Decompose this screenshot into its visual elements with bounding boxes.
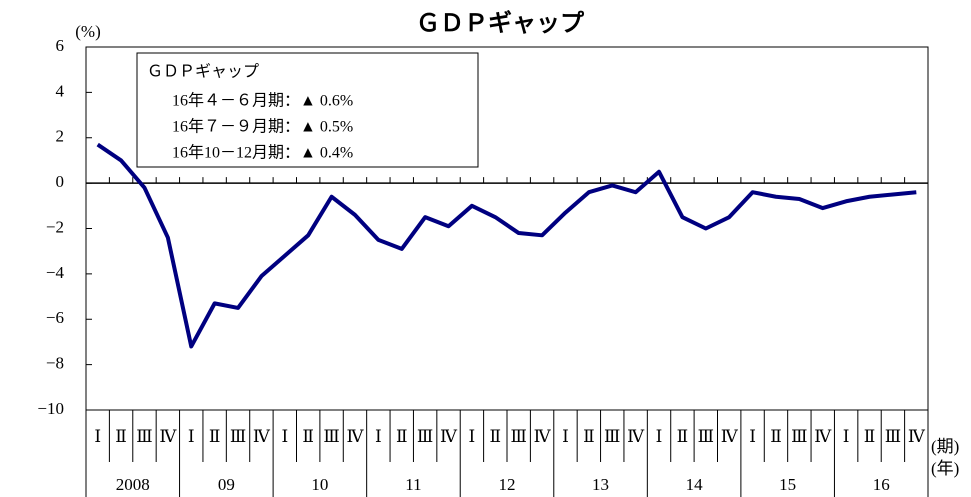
year-label: 15 <box>779 475 796 494</box>
x-tick-label: Ⅳ <box>534 427 552 446</box>
year-label: 14 <box>686 475 704 494</box>
year-label: 16 <box>873 475 890 494</box>
y-tick-label: 0 <box>56 172 65 191</box>
x-tick-label: Ⅲ <box>791 427 807 446</box>
x-tick-label: Ⅰ <box>188 427 195 446</box>
x-tick-label: Ⅰ <box>94 427 101 446</box>
x-tick-label: Ⅰ <box>375 427 382 446</box>
x-tick-label: Ⅱ <box>864 427 876 446</box>
y-tick-label: −2 <box>46 217 64 236</box>
y-tick-label: 2 <box>56 127 65 146</box>
x-tick-label: Ⅳ <box>253 427 271 446</box>
x-tick-label: Ⅰ <box>562 427 569 446</box>
x-tick-label: Ⅲ <box>510 427 526 446</box>
x-tick-label: Ⅰ <box>749 427 756 446</box>
x-axis-label: (年) <box>931 459 959 478</box>
x-tick-label: Ⅰ <box>656 427 663 446</box>
x-tick-label: Ⅱ <box>677 427 689 446</box>
annotation: 16年10－12月期：▲ 0.4% <box>172 144 353 162</box>
x-tick-label: Ⅱ <box>490 427 502 446</box>
x-tick-label: Ⅳ <box>627 427 645 446</box>
x-axis-label: (期) <box>931 437 959 456</box>
annotation: 16年４－６月期：▲ 0.6% <box>172 92 353 110</box>
year-label: 2008 <box>116 475 150 494</box>
y-tick-label: −4 <box>46 263 65 282</box>
legend-box <box>136 52 479 168</box>
x-tick-label: Ⅳ <box>346 427 364 446</box>
y-tick-label: −6 <box>46 308 64 327</box>
x-tick-label: Ⅲ <box>323 427 339 446</box>
x-tick-label: Ⅱ <box>396 427 408 446</box>
legend-label: ＧＤＰギャップ <box>147 63 259 81</box>
x-tick-label: Ⅰ <box>469 427 476 446</box>
year-label: 12 <box>499 475 516 494</box>
x-tick-label: Ⅲ <box>885 427 901 446</box>
x-tick-label: Ⅱ <box>115 427 127 446</box>
chart-title: ＧＤＰギャップ <box>416 9 585 37</box>
y-tick-label: −8 <box>46 354 64 373</box>
y-tick-label: 4 <box>56 81 65 100</box>
data-line <box>96 142 917 349</box>
x-tick-label: Ⅱ <box>770 427 782 446</box>
year-label: 11 <box>405 475 421 494</box>
x-tick-label: Ⅳ <box>721 427 739 446</box>
y-axis-label: (%) <box>75 22 100 41</box>
x-tick-label: Ⅰ <box>281 427 288 446</box>
annotation: 16年７－９月期：▲ 0.5% <box>172 118 353 136</box>
x-tick-label: Ⅱ <box>302 427 314 446</box>
year-label: 13 <box>592 475 609 494</box>
x-tick-label: Ⅳ <box>440 427 458 446</box>
year-label: 09 <box>218 475 235 494</box>
x-tick-label: Ⅲ <box>604 427 620 446</box>
x-tick-label: Ⅱ <box>209 427 221 446</box>
x-tick-label: Ⅳ <box>814 427 832 446</box>
year-label: 10 <box>311 475 328 494</box>
y-tick-label: 6 <box>56 36 65 55</box>
x-tick-label: Ⅲ <box>698 427 714 446</box>
x-tick-label: Ⅲ <box>136 427 152 446</box>
x-tick-label: Ⅲ <box>417 427 433 446</box>
x-tick-label: Ⅱ <box>583 427 595 446</box>
x-tick-label: Ⅲ <box>230 427 246 446</box>
x-tick-label: Ⅳ <box>908 427 926 446</box>
x-tick-label: Ⅳ <box>159 427 177 446</box>
y-tick-label: −10 <box>37 399 64 418</box>
x-tick-label: Ⅰ <box>843 427 850 446</box>
